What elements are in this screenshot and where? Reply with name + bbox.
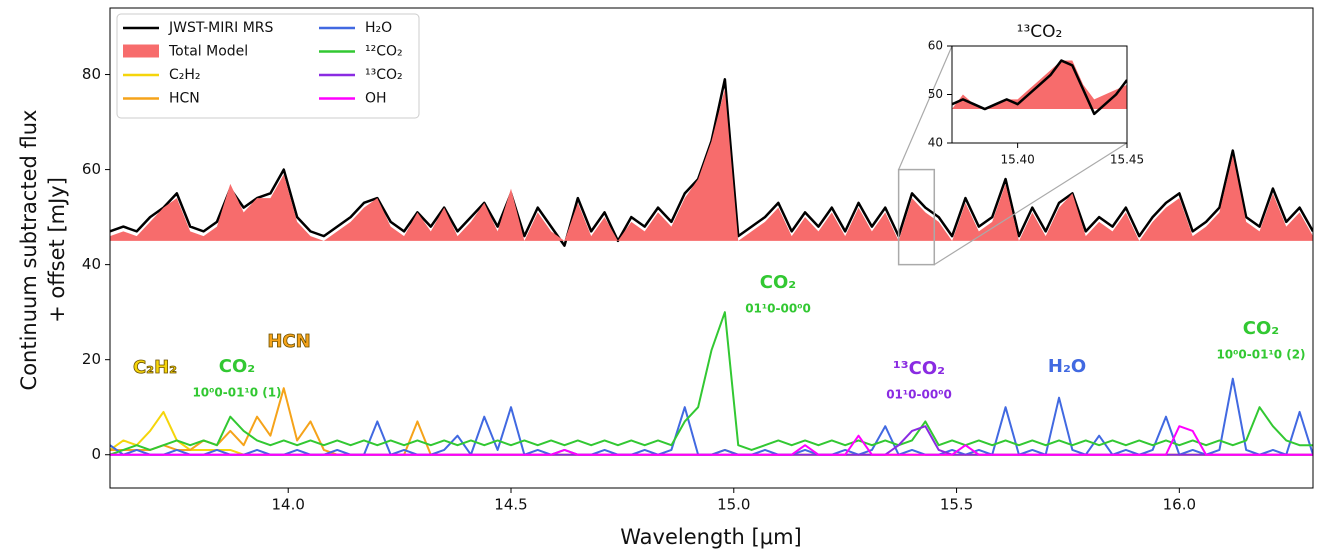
annotation: CO₂ xyxy=(1243,318,1279,339)
x-tick-label: 14.0 xyxy=(272,496,305,514)
spectrum-line xyxy=(110,387,1313,456)
legend: JWST-MIRI MRS Total Model C₂H₂ HCN H₂O ¹²CO₂ ¹… xyxy=(116,13,420,119)
y-tick-label: 40 xyxy=(928,136,943,150)
y-tick-label: 40 xyxy=(82,255,101,273)
legend-swatch xyxy=(123,44,159,58)
inset-title: ¹³CO₂ xyxy=(1017,22,1063,42)
spectrum-line xyxy=(110,410,1313,456)
annotation: CO₂ xyxy=(219,356,255,377)
annotation-sub: 01¹0-00⁰0 xyxy=(745,302,811,316)
y-tick-label: 60 xyxy=(928,39,943,53)
legend-label: Total Model xyxy=(168,44,248,60)
annotation: HCN xyxy=(267,331,310,352)
annotation: H₂O xyxy=(1048,356,1086,377)
x-axis-label: Wavelength [μm] xyxy=(620,525,801,549)
x-tick-label: 15.40 xyxy=(1000,153,1034,167)
y-tick-label: 60 xyxy=(82,160,101,178)
spectrum-line xyxy=(110,425,1313,456)
y-tick-label: 50 xyxy=(928,87,943,101)
legend-label: HCN xyxy=(169,91,200,107)
spectrum-line xyxy=(110,425,1313,456)
zoom-connector xyxy=(933,142,1128,266)
spectrum-line xyxy=(110,311,1313,456)
y-axis-label: + offset [mJy] xyxy=(45,177,69,323)
legend-label: JWST-MIRI MRS xyxy=(168,20,273,36)
legend-label: ¹³CO₂ xyxy=(365,67,403,83)
spectrum-line xyxy=(952,59,1127,116)
annotation-sub: 10⁰0-01¹0 (1) xyxy=(192,386,281,400)
plot-frame xyxy=(109,7,1314,489)
legend-label: OH xyxy=(365,91,387,107)
y-tick-label: 0 xyxy=(91,445,101,463)
annotation: CO₂ xyxy=(760,272,796,293)
y-axis-label: Continuum subtracted flux xyxy=(17,110,41,391)
x-tick-label: 14.5 xyxy=(494,496,527,514)
x-tick-label: 16.0 xyxy=(1163,496,1196,514)
legend-label: C₂H₂ xyxy=(169,67,201,83)
model-area xyxy=(110,88,1313,241)
x-tick-label: 15.0 xyxy=(717,496,750,514)
x-tick-label: 15.45 xyxy=(1110,153,1144,167)
zoom-connector xyxy=(898,45,953,170)
annotation-sub: 01¹0-00⁰0 xyxy=(886,388,952,402)
plot-area xyxy=(110,78,1313,456)
annotation: C₂H₂ xyxy=(133,357,177,378)
y-tick-label: 80 xyxy=(82,65,101,83)
zoom-box xyxy=(897,168,936,266)
legend-label: ¹²CO₂ xyxy=(365,44,403,60)
plot-area xyxy=(952,59,1127,116)
legend-frame xyxy=(116,13,420,119)
y-tick-label: 20 xyxy=(82,350,101,368)
x-tick-label: 15.5 xyxy=(940,496,973,514)
legend-label: H₂O xyxy=(365,20,392,36)
annotation: ¹³CO₂ xyxy=(893,358,945,379)
annotation-sub: 10⁰0-01¹0 (2) xyxy=(1216,348,1305,362)
